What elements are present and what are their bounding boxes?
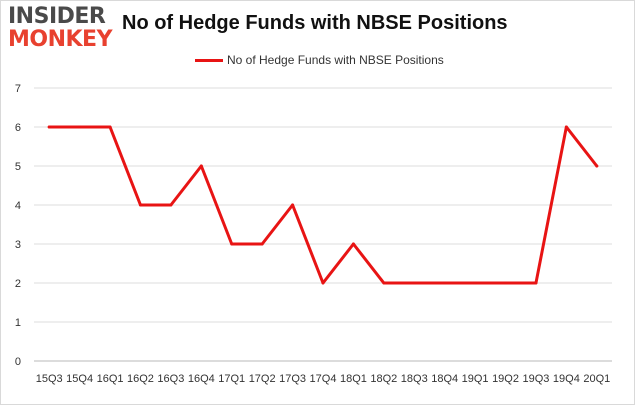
data-point xyxy=(108,125,112,129)
y-tick-label: 5 xyxy=(15,161,21,173)
x-tick-label: 16Q1 xyxy=(97,373,124,385)
x-tick-label: 18Q3 xyxy=(401,373,428,385)
x-tick-label: 18Q2 xyxy=(370,373,397,385)
x-tick-label: 18Q4 xyxy=(431,373,458,385)
logo-text-top: INSIDER xyxy=(8,4,106,29)
x-tick-label: 18Q1 xyxy=(340,373,367,385)
x-tick-label: 17Q4 xyxy=(310,373,337,385)
data-point xyxy=(412,281,416,285)
x-tick-label: 19Q3 xyxy=(522,373,549,385)
legend-swatch xyxy=(195,58,223,62)
data-point xyxy=(291,203,295,207)
data-point xyxy=(473,281,477,285)
x-tick-label: 17Q1 xyxy=(218,373,245,385)
x-tick-label: 19Q4 xyxy=(553,373,580,385)
data-point xyxy=(78,125,82,129)
y-tick-label: 7 xyxy=(15,83,21,95)
data-point xyxy=(564,125,568,129)
x-tick-label: 16Q4 xyxy=(188,373,215,385)
chart-title: No of Hedge Funds with NBSE Positions xyxy=(122,12,508,34)
x-tick-label: 15Q4 xyxy=(66,373,93,385)
y-tick-label: 2 xyxy=(15,278,21,290)
y-tick-label: 6 xyxy=(15,122,21,134)
data-point xyxy=(382,281,386,285)
x-tick-label: 20Q1 xyxy=(583,373,610,385)
x-tick-label: 16Q3 xyxy=(157,373,184,385)
data-point xyxy=(199,164,203,168)
x-tick-label: 16Q2 xyxy=(127,373,154,385)
logo-text-bottom: MONKEY xyxy=(8,27,113,52)
y-tick-label: 4 xyxy=(15,200,21,212)
data-point xyxy=(504,281,508,285)
data-point xyxy=(230,242,234,246)
x-tick-label: 15Q3 xyxy=(36,373,63,385)
data-point xyxy=(351,242,355,246)
data-point xyxy=(443,281,447,285)
data-point xyxy=(169,203,173,207)
data-point xyxy=(321,281,325,285)
x-tick-label: 19Q2 xyxy=(492,373,519,385)
y-tick-label: 0 xyxy=(15,356,21,368)
data-point xyxy=(47,125,51,129)
legend-label: No of Hedge Funds with NBSE Positions xyxy=(227,53,444,67)
data-point xyxy=(260,242,264,246)
data-point xyxy=(595,164,599,168)
y-tick-label: 3 xyxy=(15,239,21,251)
x-tick-label: 17Q2 xyxy=(249,373,276,385)
y-tick-label: 1 xyxy=(15,317,21,329)
chart-legend: No of Hedge Funds with NBSE Positions xyxy=(195,53,444,67)
x-tick-label: 19Q1 xyxy=(462,373,489,385)
x-tick-label: 17Q3 xyxy=(279,373,306,385)
data-point xyxy=(138,203,142,207)
data-point xyxy=(534,281,538,285)
insider-monkey-logo: INSIDER MONKEY xyxy=(8,4,120,52)
